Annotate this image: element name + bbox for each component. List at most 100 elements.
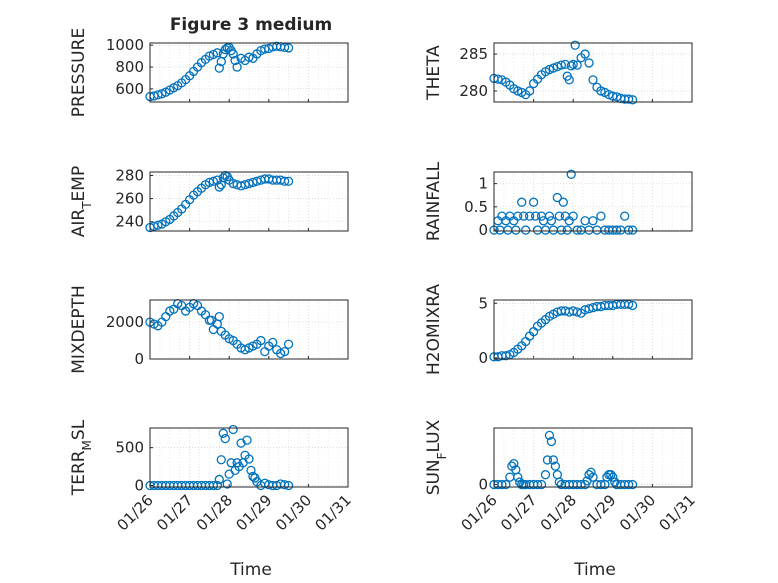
- y-tick-label: 280: [459, 82, 488, 100]
- data-point: [497, 479, 507, 490]
- y-tick-label: 260: [115, 190, 144, 208]
- data-point: [620, 211, 630, 221]
- data-point: [283, 339, 294, 349]
- data-point: [596, 479, 606, 490]
- x-axis-label-right: Time: [573, 560, 616, 580]
- x-tick-label: 01/26: [114, 491, 157, 534]
- data-point: [519, 211, 529, 221]
- x-tick-label: 01/28: [193, 491, 236, 534]
- data-point: [214, 474, 224, 485]
- plot-border: [493, 42, 693, 103]
- data-point: [548, 63, 559, 73]
- data-point: [283, 176, 294, 186]
- data-point: [279, 176, 290, 186]
- data-point: [612, 225, 622, 235]
- data-point: [524, 211, 535, 221]
- data-point: [528, 197, 539, 207]
- data-point: [542, 455, 553, 465]
- data-point: [596, 86, 606, 96]
- x-tick-label: 01/29: [232, 491, 275, 534]
- plot-border: [493, 171, 693, 232]
- plot-border: [149, 171, 349, 232]
- y-tick-label: 0: [478, 349, 488, 367]
- data-point: [554, 477, 564, 487]
- y-axis-label: MIXDEPTH: [69, 285, 89, 374]
- x-tick-label: 01/31: [312, 491, 355, 534]
- data-point: [554, 211, 564, 221]
- data-point: [544, 211, 555, 221]
- data-point: [548, 455, 559, 465]
- data-point: [562, 225, 572, 235]
- data-point: [228, 49, 238, 59]
- data-point: [568, 211, 578, 221]
- data-point: [588, 75, 598, 85]
- data-point: [627, 95, 638, 105]
- data-point: [524, 86, 535, 96]
- y-tick-label: 2000: [106, 313, 144, 331]
- data-point: [513, 472, 523, 482]
- y-tick-label: 0: [134, 350, 144, 368]
- y-tick-label: 500: [115, 439, 144, 457]
- data-point: [246, 465, 256, 476]
- data-point: [214, 63, 224, 73]
- x-tick-label: 01/28: [537, 491, 580, 534]
- data-point: [546, 216, 557, 226]
- plot-area: [493, 171, 693, 232]
- y-axis-label: PRESSURE: [69, 28, 89, 117]
- data-point: [214, 182, 224, 192]
- data-point: [501, 479, 511, 490]
- data-point: [623, 479, 634, 490]
- data-point: [627, 300, 638, 311]
- data-point: [558, 197, 568, 207]
- y-axis-label: RAINFALL: [424, 161, 444, 241]
- data-point: [230, 55, 240, 66]
- data-point: [570, 40, 580, 50]
- data-point: [206, 315, 217, 325]
- data-point: [244, 52, 254, 62]
- data-point: [228, 424, 238, 435]
- x-axis-label-left: Time: [229, 560, 272, 580]
- data-point: [580, 49, 590, 59]
- plot-area: [493, 427, 693, 488]
- x-tick-label: 01/27: [153, 491, 196, 534]
- data-point: [153, 220, 163, 230]
- plot-border: [493, 299, 693, 360]
- x-tick-label: 01/31: [656, 491, 699, 534]
- data-point: [550, 461, 561, 471]
- data-point: [513, 86, 523, 96]
- y-axis-label: SUNFLUX: [424, 419, 449, 495]
- plot-border: [149, 42, 349, 103]
- data-point: [623, 225, 634, 235]
- data-point: [244, 454, 254, 464]
- x-tick-label: 01/30: [616, 491, 659, 534]
- data-point: [532, 479, 543, 490]
- data-point: [226, 458, 236, 468]
- plot-border: [493, 427, 693, 488]
- data-point: [546, 436, 557, 447]
- data-point: [214, 311, 224, 322]
- data-point: [283, 43, 294, 53]
- data-point: [530, 211, 541, 221]
- data-point: [556, 225, 566, 235]
- x-tick-label: 01/26: [458, 491, 501, 534]
- plot-area: [493, 42, 693, 103]
- data-point: [501, 351, 511, 361]
- data-point: [216, 455, 226, 465]
- y-tick-label: 600: [115, 80, 144, 98]
- data-point: [572, 225, 582, 235]
- data-point: [608, 472, 618, 482]
- y-tick-label: 1: [478, 175, 488, 193]
- data-point: [242, 435, 252, 445]
- axes-7: 0 500 TERRMSL 01/2601/2701/2801/2901/3001/3…: [69, 419, 355, 534]
- plot-border: [149, 427, 349, 488]
- y-tick-label: 0: [478, 476, 488, 494]
- y-tick-label: 285: [459, 45, 488, 63]
- y-tick-label: 240: [115, 213, 144, 231]
- data-point: [566, 169, 576, 179]
- data-point: [511, 225, 521, 235]
- data-point: [627, 479, 638, 490]
- data-point: [586, 467, 596, 477]
- data-point: [208, 176, 219, 186]
- data-point: [536, 479, 547, 490]
